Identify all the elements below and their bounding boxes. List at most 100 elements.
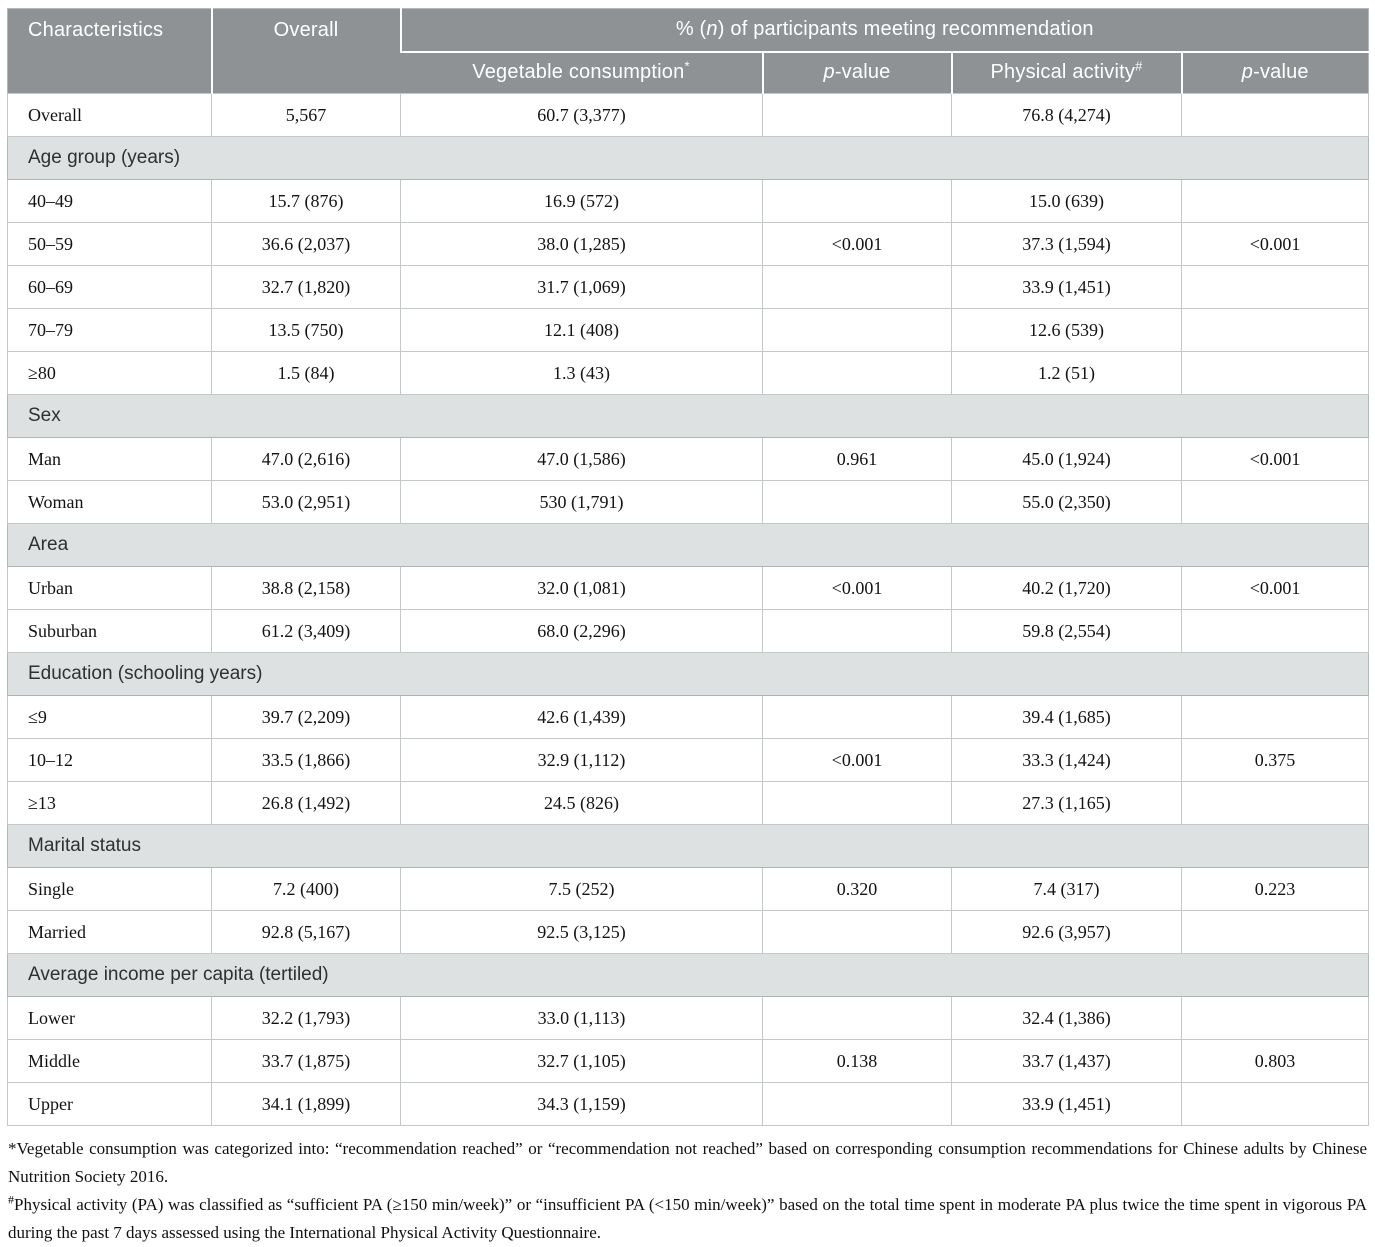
row-label: ≤9 [7, 695, 212, 739]
header-pvalue-suffix: -value [1253, 61, 1309, 84]
section-row: Age group (years) [6, 136, 1370, 180]
physical-activity-cell: 92.6 (3,957) [951, 910, 1182, 954]
hash-footnote-marker: # [8, 1192, 14, 1207]
physical-activity-cell: 40.2 (1,720) [951, 566, 1182, 610]
physical-activity-cell: 7.4 (317) [951, 867, 1182, 911]
overall-cell: 36.6 (2,037) [211, 222, 401, 266]
row-label: 60–69 [7, 265, 212, 309]
physical-activity-cell: 45.0 (1,924) [951, 437, 1182, 481]
physical-activity-pvalue-cell [1180, 695, 1370, 739]
row-label: 70–79 [7, 308, 212, 352]
physical-activity-cell: 1.2 (51) [951, 351, 1182, 395]
vegetable-cell: 34.3 (1,159) [400, 1082, 763, 1126]
physical-activity-cell: 33.9 (1,451) [951, 1082, 1182, 1126]
header-physical-label: Physical activity [990, 61, 1136, 84]
table-row: 60–69 32.7 (1,820) 31.7 (1,069) 33.9 (1,451… [7, 265, 1370, 309]
section-label: Age group (years) [6, 136, 1370, 180]
physical-activity-pvalue-cell [1180, 609, 1370, 653]
overall-cell: 53.0 (2,951) [211, 480, 401, 524]
physical-activity-cell: 27.3 (1,165) [951, 781, 1182, 825]
row-label: Woman [7, 480, 212, 524]
physical-activity-pvalue-cell [1180, 480, 1370, 524]
table-row: 40–49 15.7 (876) 16.9 (572) 15.0 (639) [7, 179, 1370, 223]
physical-activity-pvalue-cell [1180, 910, 1370, 954]
table-row: Overall 5,567 60.7 (3,377) 76.8 (4,274) [7, 93, 1370, 137]
overall-cell: 47.0 (2,616) [211, 437, 401, 481]
row-label: Overall [7, 93, 212, 137]
physical-activity-pvalue-cell: 0.223 [1180, 867, 1370, 911]
vegetable-pvalue-cell [762, 93, 952, 137]
table-row: Middle 33.7 (1,875) 32.7 (1,105) 0.138 33.7 … [7, 1039, 1370, 1083]
vegetable-pvalue-cell [762, 179, 952, 223]
overall-cell: 33.7 (1,875) [211, 1039, 401, 1083]
section-label: Marital status [6, 824, 1370, 868]
header-overall: Overall [210, 8, 401, 94]
overall-cell: 34.1 (1,899) [211, 1082, 401, 1126]
physical-footnote-marker: # [1135, 58, 1143, 74]
vegetable-pvalue-cell: <0.001 [762, 566, 952, 610]
physical-activity-cell: 55.0 (2,350) [951, 480, 1182, 524]
table-body: Overall 5,567 60.7 (3,377) 76.8 (4,274) Age … [6, 93, 1370, 1126]
footnote-vegetable: *Vegetable consumption was categorized i… [8, 1135, 1367, 1191]
vegetable-pvalue-cell [762, 265, 952, 309]
vegetable-cell: 60.7 (3,377) [400, 93, 763, 137]
vegetable-cell: 31.7 (1,069) [400, 265, 763, 309]
vegetable-cell: 42.6 (1,439) [400, 695, 763, 739]
row-label: Lower [7, 996, 212, 1040]
vegetable-cell: 1.3 (43) [400, 351, 763, 395]
vegetable-cell: 68.0 (2,296) [400, 609, 763, 653]
row-label: Middle [7, 1039, 212, 1083]
footnote-physical-activity-text: Physical activity (PA) was classified as… [8, 1195, 1367, 1242]
physical-activity-pvalue-cell [1180, 265, 1370, 309]
overall-cell: 61.2 (3,409) [211, 609, 401, 653]
vegetable-pvalue-cell: 0.138 [762, 1039, 952, 1083]
header-vegetable-label: Vegetable consumption [472, 61, 685, 84]
vegetable-cell: 47.0 (1,586) [400, 437, 763, 481]
header-group-prefix: % ( [675, 18, 707, 41]
overall-cell: 1.5 (84) [211, 351, 401, 395]
vegetable-cell: 24.5 (826) [400, 781, 763, 825]
overall-cell: 33.5 (1,866) [211, 738, 401, 782]
physical-activity-pvalue-cell: 0.375 [1180, 738, 1370, 782]
vegetable-cell: 92.5 (3,125) [400, 910, 763, 954]
table-row: Woman 53.0 (2,951) 530 (1,791) 55.0 (2,350) [7, 480, 1370, 524]
table-row: ≤9 39.7 (2,209) 42.6 (1,439) 39.4 (1,685) [7, 695, 1370, 739]
header-group-n-italic: n [706, 18, 718, 41]
physical-activity-pvalue-cell: <0.001 [1180, 566, 1370, 610]
row-label: ≥80 [7, 351, 212, 395]
physical-activity-pvalue-cell [1180, 308, 1370, 352]
overall-cell: 15.7 (876) [211, 179, 401, 223]
vegetable-pvalue-cell: 0.320 [762, 867, 952, 911]
physical-activity-pvalue-cell: 0.803 [1180, 1039, 1370, 1083]
header-characteristics: Characteristics [7, 8, 212, 94]
row-label: 10–12 [7, 738, 212, 782]
vegetable-pvalue-cell [762, 351, 952, 395]
overall-cell: 32.2 (1,793) [211, 996, 401, 1040]
row-label: ≥13 [7, 781, 212, 825]
vegetable-cell: 32.7 (1,105) [400, 1039, 763, 1083]
physical-activity-cell: 33.3 (1,424) [951, 738, 1182, 782]
vegetable-cell: 16.9 (572) [400, 179, 763, 223]
table-row: Lower 32.2 (1,793) 33.0 (1,113) 32.4 (1,386… [7, 996, 1370, 1040]
header-pvalue-physical: p-value [1180, 51, 1369, 94]
vegetable-cell: 38.0 (1,285) [400, 222, 763, 266]
vegetable-pvalue-cell [762, 480, 952, 524]
physical-activity-pvalue-cell: <0.001 [1180, 437, 1370, 481]
vegetable-cell: 33.0 (1,113) [400, 996, 763, 1040]
vegetable-pvalue-cell [762, 695, 952, 739]
header-group-meeting-recommendation: % (n) of participants meeting recommenda… [399, 8, 1369, 53]
row-label: Man [7, 437, 212, 481]
overall-cell: 13.5 (750) [211, 308, 401, 352]
vegetable-pvalue-cell [762, 1082, 952, 1126]
section-row: Sex [6, 394, 1370, 438]
physical-activity-pvalue-cell [1180, 781, 1370, 825]
vegetable-cell: 32.0 (1,081) [400, 566, 763, 610]
physical-activity-pvalue-cell [1180, 93, 1370, 137]
vegetable-cell: 12.1 (408) [400, 308, 763, 352]
vegetable-pvalue-cell: 0.961 [762, 437, 952, 481]
header-pvalue-p-italic: p [823, 61, 835, 84]
table-row: 50–59 36.6 (2,037) 38.0 (1,285) <0.001 37.3 … [7, 222, 1370, 266]
asterisk-footnote-marker: * [8, 1139, 17, 1158]
vegetable-pvalue-cell: <0.001 [762, 738, 952, 782]
